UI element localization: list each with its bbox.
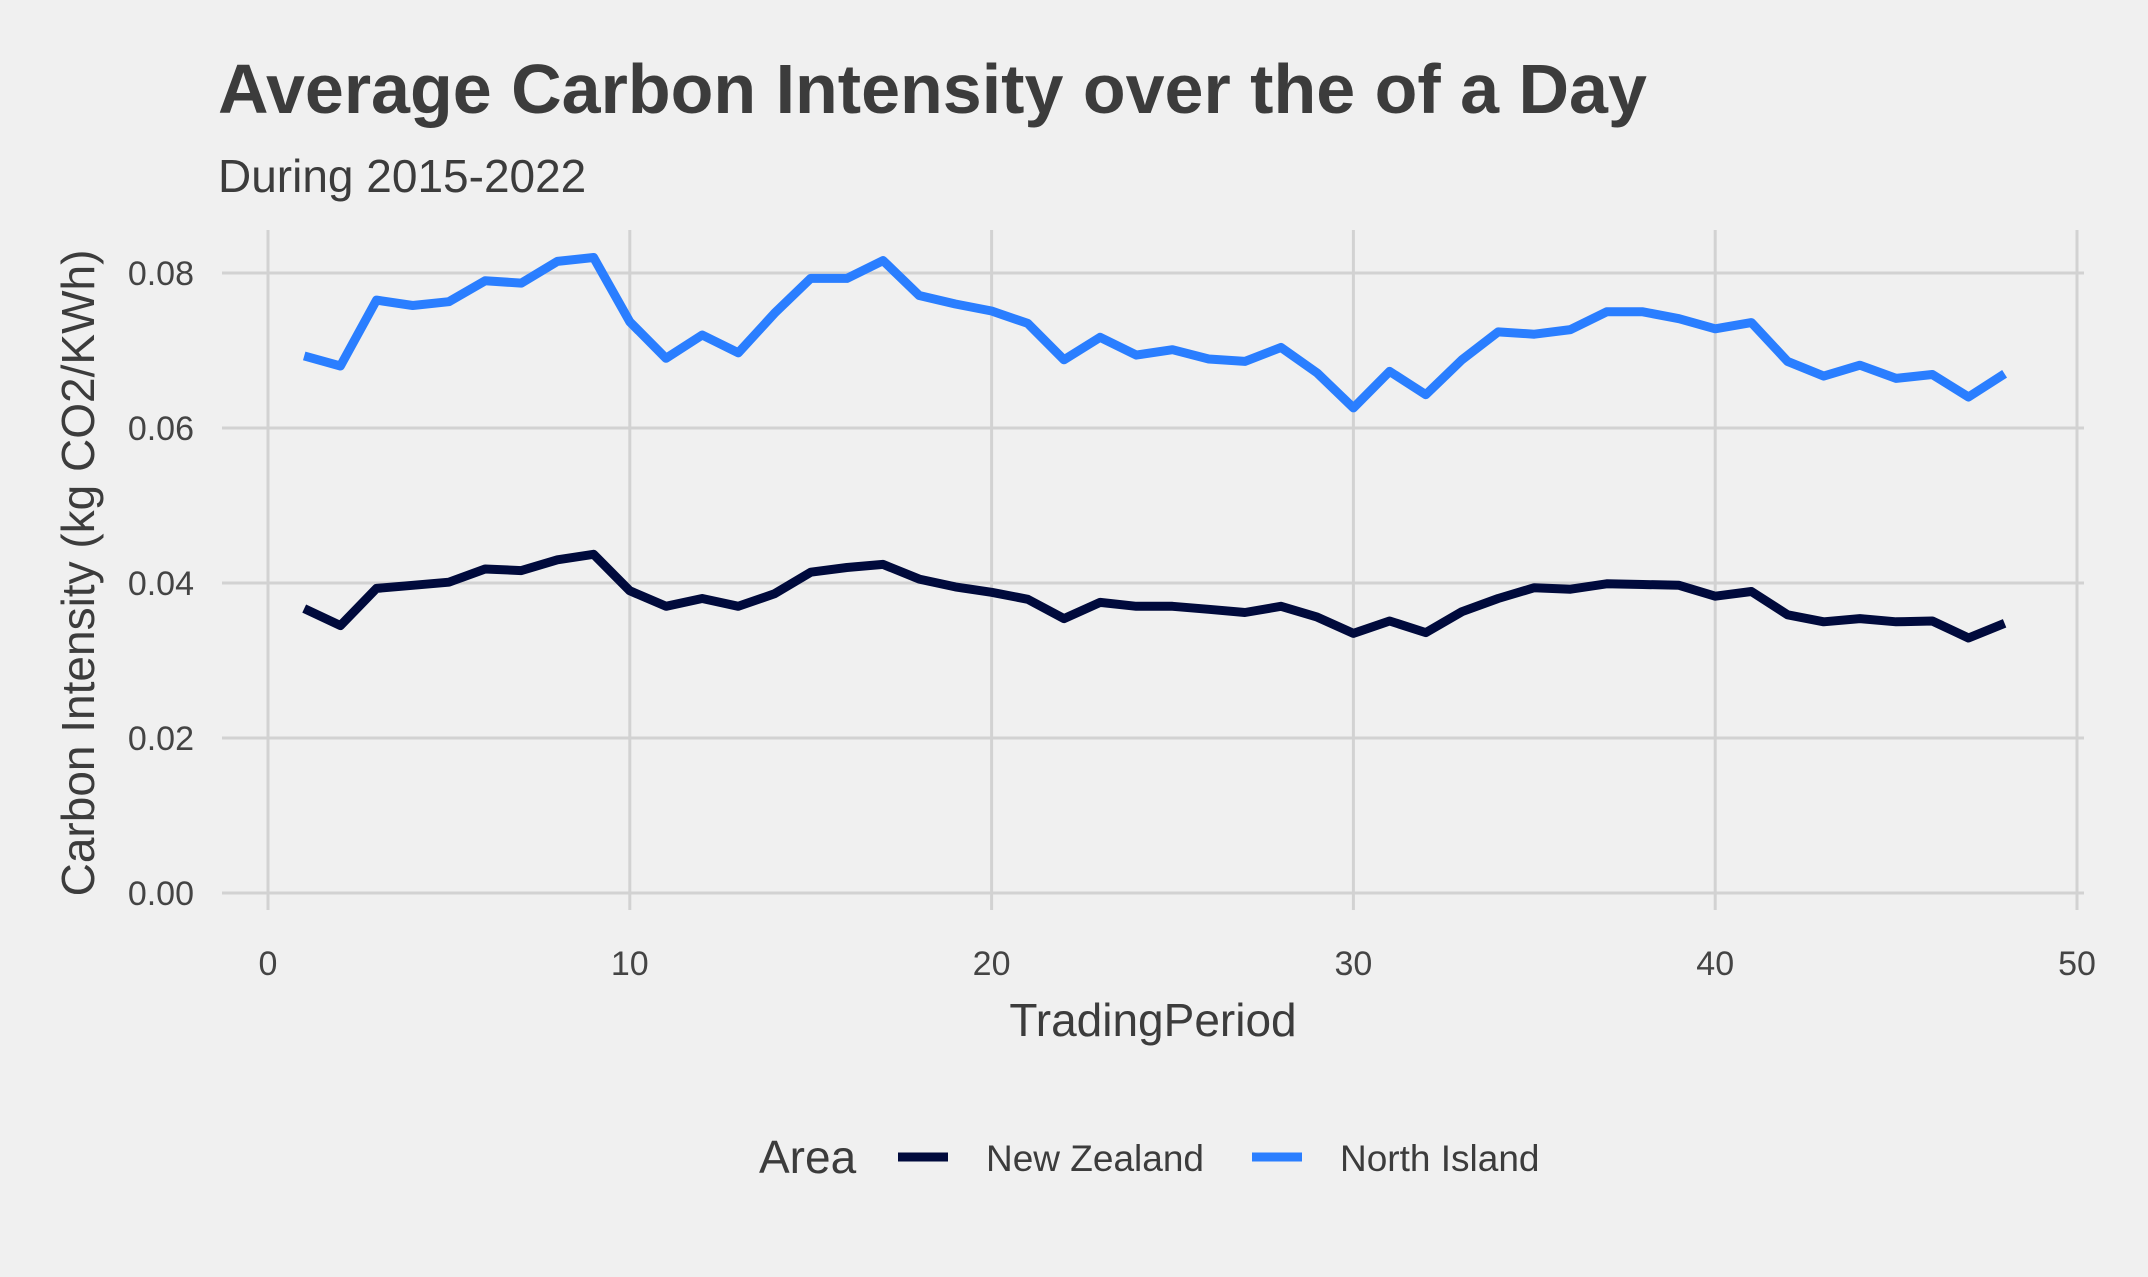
x-tick-label: 20 xyxy=(973,945,1011,983)
series-lines xyxy=(302,253,2008,643)
y-tick-label: 0.02 xyxy=(128,720,194,758)
legend-label-new-zealand: New Zealand xyxy=(986,1138,1204,1179)
legend-title: Area xyxy=(759,1131,857,1183)
chart-title: Average Carbon Intensity over the of a D… xyxy=(218,50,1647,128)
y-tick-label: 0.06 xyxy=(128,410,194,448)
y-axis-ticks: 0.00 0.02 0.04 0.06 0.08 xyxy=(128,255,194,913)
chart-subtitle: During 2015-2022 xyxy=(218,150,586,202)
x-axis-ticks: 0 10 20 30 40 50 xyxy=(259,945,2096,983)
x-axis-title: TradingPeriod xyxy=(1009,994,1296,1046)
x-tick-label: 40 xyxy=(1696,945,1734,983)
y-tick-label: 0.00 xyxy=(128,875,194,913)
x-tick-label: 0 xyxy=(259,945,278,983)
legend-label-north-island: North Island xyxy=(1340,1138,1540,1179)
x-tick-label: 30 xyxy=(1334,945,1372,983)
legend: Area New Zealand North Island xyxy=(759,1131,1540,1183)
series-line-new-zealand xyxy=(302,549,2007,643)
y-tick-label: 0.04 xyxy=(128,565,194,603)
y-axis-title: Carbon Intensity (kg CO2/KWh) xyxy=(52,250,104,897)
x-tick-label: 50 xyxy=(2058,945,2096,983)
x-tick-label: 10 xyxy=(611,945,649,983)
series-line-north-island xyxy=(302,253,2008,413)
y-tick-label: 0.08 xyxy=(128,255,194,293)
